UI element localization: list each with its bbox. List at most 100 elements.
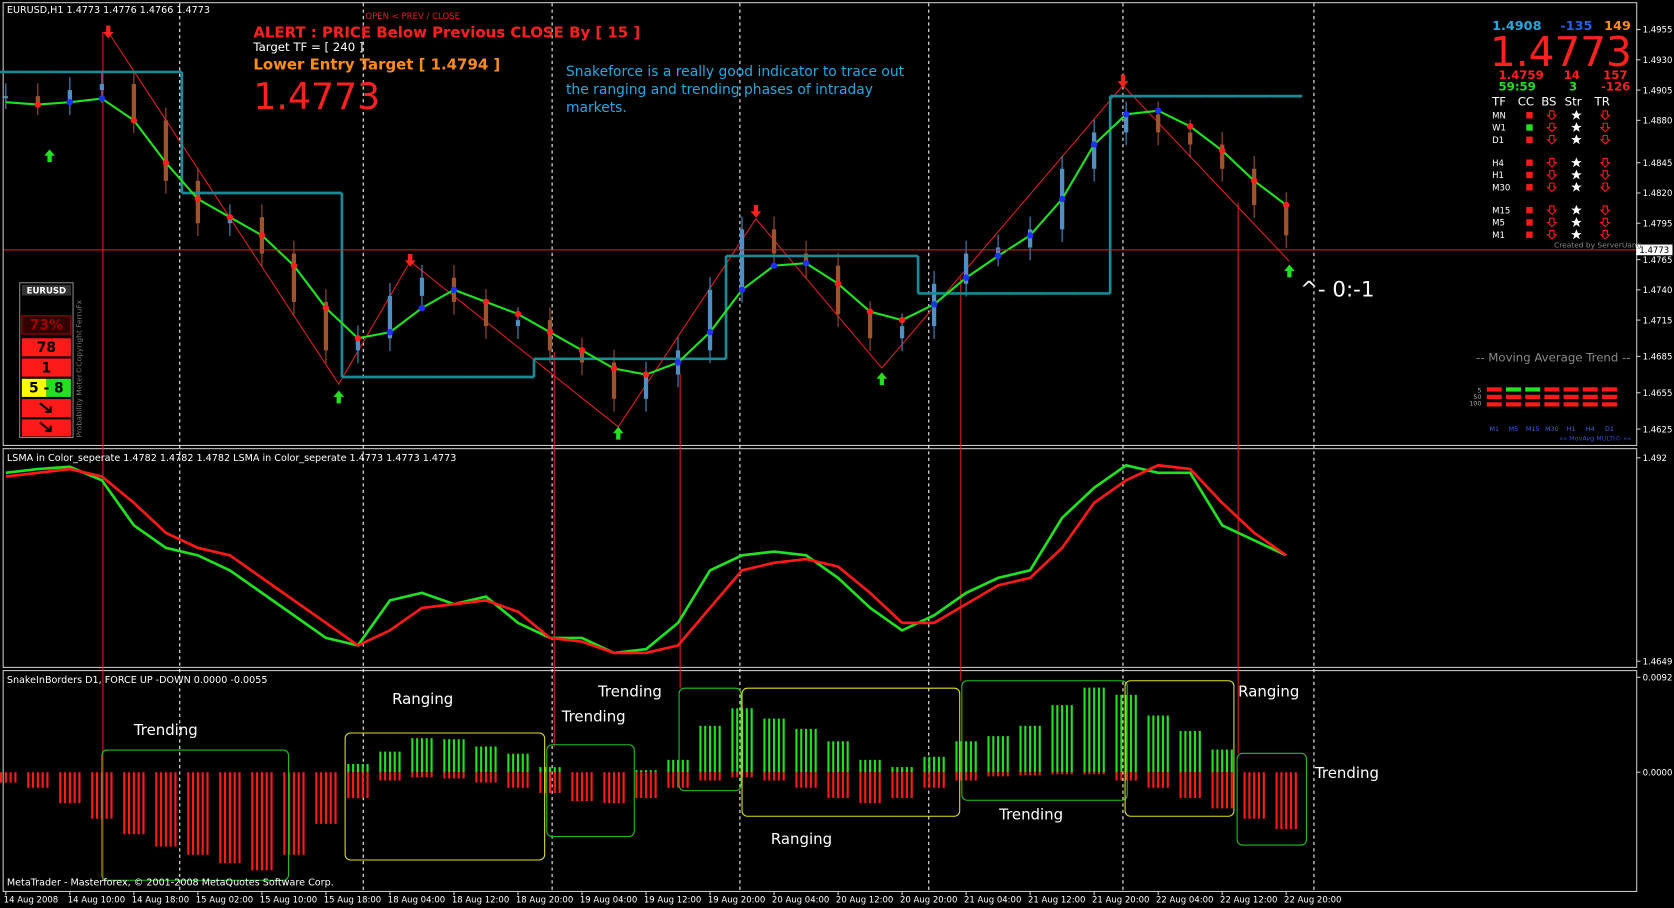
force-bar: [704, 725, 707, 773]
ma-trend: -- Moving Average Trend -- »» MovAvg MUL…: [1469, 351, 1631, 443]
force-bar: [137, 772, 140, 835]
ma-dot: [674, 359, 682, 366]
force-bar: [411, 738, 414, 773]
note-line: the ranging and trending phases of intra…: [566, 82, 873, 98]
force-bar: [1083, 772, 1086, 775]
ma-dot: [546, 328, 554, 336]
force-bar: [718, 725, 721, 773]
force-bar: [1161, 715, 1165, 773]
y-tick-label: 1.4625: [1643, 425, 1673, 435]
force-bar: [901, 767, 904, 773]
lsma-title: LSMA in Color_seperate 1.4782 1.4782 1.4…: [7, 453, 456, 464]
meter-value: 5 - 8: [29, 381, 64, 397]
force-bar: [283, 772, 286, 855]
ma-cell: [1563, 387, 1579, 392]
bs-icon: [1546, 170, 1558, 181]
range-box: [344, 732, 546, 861]
force-bar: [1065, 705, 1069, 773]
force-bar: [1038, 725, 1041, 773]
y-tick-label: 1.4715: [1643, 316, 1673, 326]
x-tick-label: 21 Aug 12:00: [1028, 896, 1085, 906]
force-bar: [928, 772, 931, 788]
force-bar: [548, 772, 552, 793]
force-bar: [68, 772, 71, 804]
force-bar: [251, 772, 254, 871]
force-bar: [1211, 772, 1214, 809]
force-bar: [1115, 694, 1118, 773]
force-bar: [942, 772, 945, 788]
regime-boxes: [101, 680, 1308, 881]
y-tick-label: 1.4845: [1643, 159, 1673, 169]
dash-value: 157: [1603, 68, 1627, 82]
bs-icon: [1546, 205, 1558, 216]
price-body: [515, 320, 521, 327]
force-bar: [196, 772, 199, 855]
x-tick-label: 18 Aug 12:00: [452, 896, 509, 906]
y-tick-label: 1.4740: [1643, 286, 1673, 296]
force-bar: [475, 746, 478, 773]
force-bar: [265, 772, 268, 871]
y-tick-label: 1.4955: [1643, 26, 1673, 36]
force-bar: [315, 772, 318, 824]
y-tick-label: 1.4905: [1643, 86, 1673, 96]
ma-cell: [1486, 402, 1502, 407]
trend-box: [546, 744, 635, 838]
dash-tf: MN: [1492, 111, 1506, 121]
force-bar: [1157, 715, 1160, 773]
force-bar: [718, 772, 721, 781]
ma-period: 100: [1469, 399, 1481, 407]
tr-icon: [1599, 134, 1611, 145]
force-bar: [736, 772, 739, 778]
force-bar: [910, 767, 913, 773]
force-bar: [1221, 772, 1224, 809]
force-bar: [814, 728, 817, 773]
ma-cell: [1544, 402, 1560, 407]
force-bar: [430, 738, 433, 773]
force-bar: [123, 772, 126, 835]
ma-cell: [1544, 394, 1560, 400]
ma-cell: [1563, 394, 1579, 400]
price-body: [1124, 114, 1129, 133]
force-bar: [1001, 736, 1004, 773]
x-tick-label: 22 Aug 12:00: [1220, 896, 1277, 906]
force-bar: [1262, 772, 1265, 819]
ma-cell: [1602, 394, 1617, 400]
force-bar: [800, 728, 803, 773]
force-bar: [1221, 749, 1224, 773]
force-bar: [256, 772, 259, 871]
force-bar: [558, 767, 561, 773]
force-bar: [1029, 772, 1032, 776]
ma-period: 5: [1477, 387, 1481, 395]
force-bar: [814, 772, 817, 788]
force-bar: [699, 725, 702, 773]
force-bar: [1125, 772, 1128, 781]
force-bar: [869, 772, 872, 804]
force-bar: [31, 772, 35, 788]
force-bar: [1065, 772, 1069, 775]
force-bar: [329, 772, 332, 824]
force-bar: [192, 772, 195, 855]
force-bar: [795, 728, 798, 773]
price-body: [99, 84, 104, 91]
price-body: [1188, 132, 1193, 145]
force-bar: [1280, 772, 1283, 830]
force-bar: [928, 756, 931, 773]
force-bar: [859, 772, 862, 804]
force-bar: [507, 772, 510, 788]
price-body: [867, 314, 873, 339]
meter-symbol: EURUSD: [27, 286, 66, 296]
force-bar: [681, 759, 684, 773]
force-bar: [1253, 772, 1256, 819]
bs-icon: [1546, 134, 1558, 145]
dash-value: 1.4759: [1499, 68, 1544, 82]
ma-cell: [1582, 402, 1598, 407]
force-bar: [174, 772, 177, 847]
force-bar: [1193, 730, 1197, 773]
dash-header: BS: [1541, 95, 1556, 109]
force-bar: [635, 772, 638, 799]
tr-icon: [1599, 157, 1611, 168]
note-line: markets.: [566, 100, 627, 116]
force-bar: [699, 772, 702, 781]
annotation: Ranging: [392, 690, 453, 708]
